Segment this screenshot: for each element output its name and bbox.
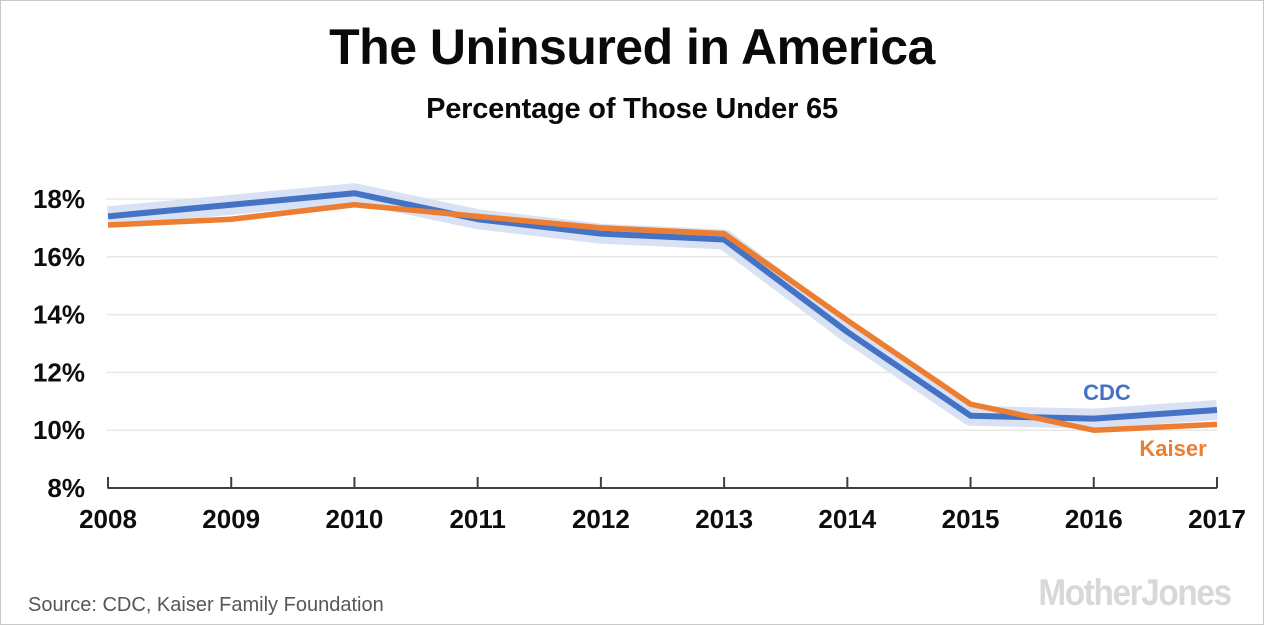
x-axis-label: 2016 (1065, 504, 1123, 534)
cdc-confidence-band (107, 183, 1218, 429)
x-axis-label: 2014 (818, 504, 876, 534)
y-axis-label: 14% (33, 300, 85, 330)
x-axis-label: 2011 (449, 504, 505, 534)
x-axis-label: 2008 (79, 504, 137, 534)
kaiser-line (107, 202, 1218, 433)
chart-title: The Uninsured in America (329, 19, 935, 75)
y-axis-label: 10% (33, 415, 85, 445)
source-note: Source: CDC, Kaiser Family Foundation (28, 594, 384, 616)
x-axis-label: 2015 (942, 504, 1000, 534)
kaiser-series-label: Kaiser (1139, 436, 1207, 461)
x-axis-label: 2013 (695, 504, 753, 534)
x-axis-label: 2010 (326, 504, 384, 534)
x-axis-label: 2012 (572, 504, 630, 534)
x-axis-label: 2009 (202, 504, 260, 534)
y-axis-label: 12% (33, 357, 85, 387)
y-axis-label: 18% (33, 184, 85, 214)
y-axis-label: 8% (47, 473, 85, 503)
motherjones-logo: MotherJones (1038, 572, 1233, 613)
y-axis-label: 16% (33, 242, 85, 272)
x-axis-label: 2017 (1188, 504, 1246, 534)
chart-subtitle: Percentage of Those Under 65 (426, 93, 838, 125)
cdc-series-label: CDC (1083, 380, 1131, 405)
